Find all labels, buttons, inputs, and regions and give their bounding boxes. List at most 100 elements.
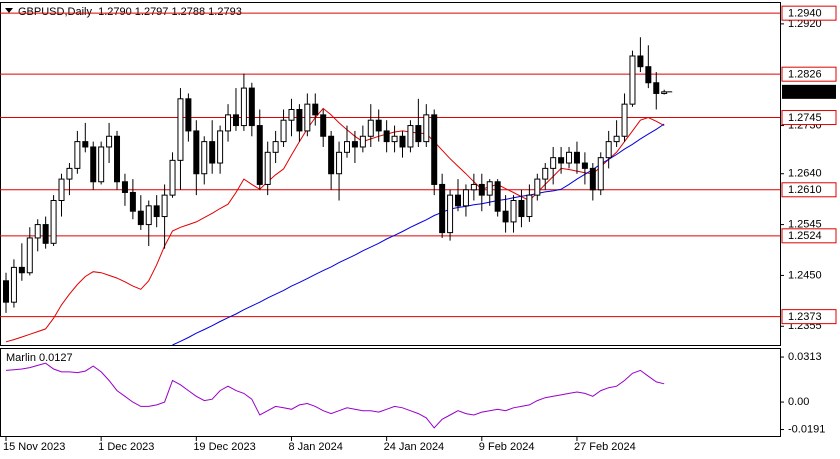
level-label: 1.2826 [788,69,822,81]
candle-body [288,109,295,121]
candle-body [34,224,41,239]
y-tick-label: 0.00 [788,396,809,408]
candle-body [359,135,366,148]
candle-body [391,135,398,143]
x-tick-label: 27 Feb 2024 [574,441,636,453]
level-label-box [781,309,837,325]
level-label-box [781,66,837,82]
x-tick-label: 8 Jan 2024 [288,441,342,453]
candle-body [566,151,573,164]
candle-body [153,205,160,218]
candle-body [605,141,612,159]
candle-body [50,199,57,244]
x-tick-label: 9 Feb 2024 [479,441,535,453]
candle-body [589,167,596,191]
candle-body [407,125,414,148]
candle-body [613,135,620,143]
candle-body [98,146,105,183]
indicator-line [172,123,665,346]
candle-body [26,237,33,274]
x-tick-label: 1 Dec 2023 [98,441,154,453]
candle-body [106,135,113,148]
candle-body [399,135,406,148]
candle-body [510,199,517,223]
candle-body [193,130,200,175]
x-tick-label: 24 Jan 2024 [384,441,445,453]
indicator-title: Marlin 0.0127 [6,352,73,364]
level-label-box [781,182,837,198]
main-title: GBPUSD,Daily 1.2790 1.2797 1.2788 1.2793 [18,6,242,18]
candle-body [534,178,541,196]
indicator-panel-frame [0,348,781,437]
candle-body [137,210,144,226]
candle-body [3,280,9,303]
candle-body [42,224,49,244]
candle-body [114,135,121,183]
candle-body [661,91,668,94]
candle-body [169,159,176,196]
level-label: 1.2524 [788,230,822,242]
candle-body [121,181,128,193]
candle-body [320,114,327,137]
level-label-box [781,228,837,244]
candle-body [470,183,477,191]
candle-body [423,114,430,143]
level-label-box [781,110,837,126]
candle-body [526,194,533,218]
candle-body [74,141,81,169]
candle-body [542,167,549,180]
candle-body [637,55,644,68]
y-tick-label: 0.0313 [788,351,822,363]
candle-body [455,194,462,207]
candle-body [518,199,525,218]
candle-body [502,210,509,223]
candle-body [90,146,97,183]
candle-body [264,151,271,185]
candle-body [272,141,279,153]
candle-body [462,189,469,207]
candle-body [629,55,636,105]
candle-body [280,119,287,143]
y-tick-label: 1.2920 [788,18,822,30]
candle-body [375,119,382,132]
candle-body [225,114,232,132]
candle-body [645,66,652,84]
level-label: 1.2610 [788,184,822,196]
y-tick-label: 1.2450 [788,269,822,281]
candle-body [58,178,65,201]
candle-body [343,141,350,153]
y-tick-label: 1.2545 [788,218,822,230]
candle-body [621,103,628,137]
candle-body [82,141,89,148]
indicator-line [5,107,665,343]
candle-body [217,130,224,164]
candle-body [581,162,588,169]
x-tick-label: 19 Dec 2023 [193,441,255,453]
candle-body [161,194,168,218]
candle-body [209,141,216,164]
last-price-box [782,84,836,99]
candle-body [558,157,565,164]
candle-body [10,266,17,303]
candle-body [248,87,255,127]
level-label: 1.2940 [788,8,822,20]
candle-body [351,141,358,148]
candle-body [653,82,660,94]
candle-body [478,183,485,196]
candle-body [415,125,422,143]
candle-body [367,119,374,137]
y-tick-label: 1.2640 [788,168,822,180]
last-price-label: 1.2793 [788,86,822,98]
candle-body [550,157,557,169]
candle-body [312,103,319,116]
candle-body [232,114,239,127]
level-label: 1.2745 [788,112,822,124]
candle-body [439,183,446,234]
candle-body [573,151,580,164]
candle-body [304,103,311,132]
candle-body [486,181,493,196]
candle-body [447,194,454,234]
level-label: 1.2373 [788,311,822,323]
